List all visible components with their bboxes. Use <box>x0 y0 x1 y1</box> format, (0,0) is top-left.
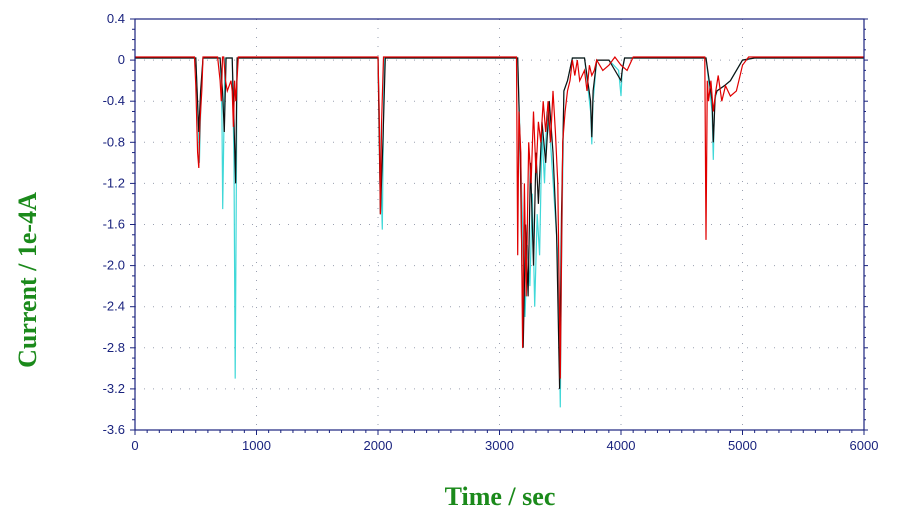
y-tick-label: -0.8 <box>103 134 125 149</box>
y-axis-title-box: Current / 1e-4A <box>8 192 48 368</box>
y-tick-label: 0.4 <box>107 11 125 26</box>
x-tick-label: 5000 <box>728 438 757 453</box>
x-tick-label: 0 <box>131 438 138 453</box>
x-tick-label: 4000 <box>607 438 636 453</box>
x-tick-label: 6000 <box>850 438 879 453</box>
y-tick-label: -3.2 <box>103 381 125 396</box>
x-axis-title: Time / sec <box>444 482 556 511</box>
y-axis-title: Current / 1e-4A <box>13 192 43 368</box>
y-tick-label: 0 <box>118 52 125 67</box>
tick-layer: 0 1000 2000 3000 4000 5000 6000 0.4 0 -0.4 -0.8 -1.… <box>103 11 879 453</box>
series-line-1 <box>135 57 864 389</box>
y-tick-label: -3.6 <box>103 422 125 437</box>
y-tick-label: -2.4 <box>103 299 125 314</box>
y-tick-label: -2.8 <box>103 340 125 355</box>
series-line-0 <box>135 57 864 408</box>
plot-frame <box>134 18 865 431</box>
x-tick-label: 1000 <box>242 438 271 453</box>
y-tick-label: -0.4 <box>103 93 125 108</box>
x-tick-label: 3000 <box>485 438 514 453</box>
y-tick-label: -2.0 <box>103 258 125 273</box>
series-layer <box>135 55 864 408</box>
grid-layer <box>135 19 864 430</box>
y-tick-label: -1.6 <box>103 217 125 232</box>
series-line-2 <box>135 55 864 379</box>
y-tick-label: -1.2 <box>103 175 125 190</box>
x-tick-label: 2000 <box>364 438 393 453</box>
